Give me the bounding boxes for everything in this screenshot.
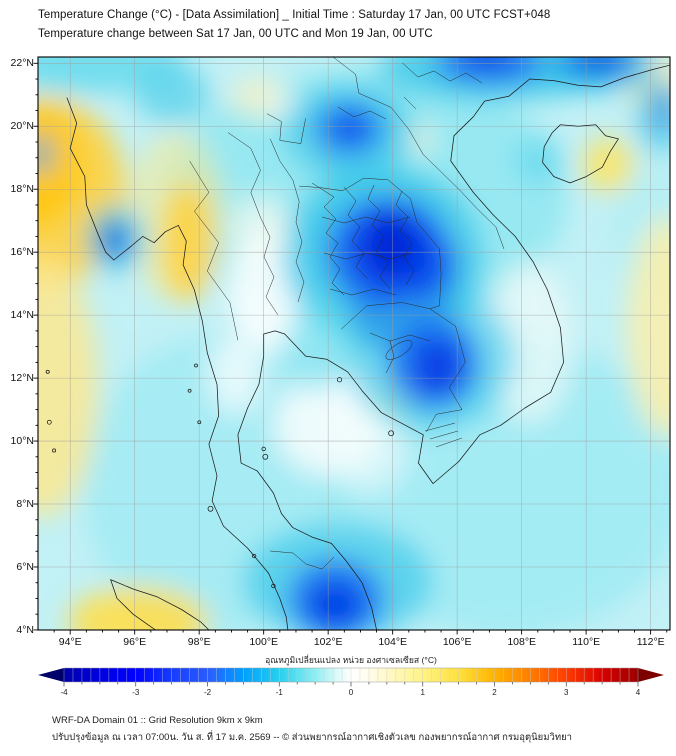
coastlines-and-borders (45, 57, 670, 630)
cb-tick-3: 3 (564, 688, 569, 697)
x-tick-112e: 112°E (636, 636, 665, 648)
coastline-hainan-island (542, 124, 619, 184)
footer-update-info: ปรับปรุงข้อมูล ณ เวลา 07:00น. วัน ส. ที่… (52, 732, 572, 743)
y-tick-12n: 12°N (10, 371, 34, 384)
coastline-gulf-vietnam-china (237, 64, 670, 630)
x-tick-106e: 106°E (442, 636, 472, 648)
temperature-field (38, 57, 670, 630)
colorbar-left-arrow (38, 668, 64, 682)
footer-model-info: WRF-DA Domain 01 :: Grid Resolution 9km … (52, 715, 263, 726)
cb-tick-2: 2 (492, 688, 497, 697)
y-tick-10n: 10°N (10, 434, 34, 447)
cb-tick-4: 4 (636, 688, 641, 697)
x-tick-110e: 110°E (572, 636, 601, 648)
x-tick-96e: 96°E (123, 636, 147, 648)
colorbar: อุณหภูมิเปลี่ยนแปลง หน่วย องศาเซลเซียส (… (0, 654, 676, 704)
x-tick-100e: 100°E (249, 636, 279, 648)
x-tick-98e: 98°E (187, 636, 211, 648)
coastline-west-myanmar-peninsula (66, 97, 289, 630)
cb-tick-1: 1 (421, 688, 426, 697)
page-title: Temperature Change (°C) - [Data Assimila… (38, 9, 551, 21)
small-islands (45, 363, 394, 589)
colorbar-right-arrow (638, 668, 664, 682)
border-thailand-malaysia (269, 550, 335, 570)
cb-tick--1: -1 (276, 688, 284, 697)
mekong-delta-channels (424, 422, 463, 448)
y-tick-6n: 6°N (16, 560, 34, 573)
x-tick-104e: 104°E (378, 636, 408, 648)
cb-tick--3: -3 (132, 688, 140, 697)
borders-central-thailand (260, 201, 305, 316)
border-myanmar-thailand (189, 160, 239, 341)
map-plot-area (28, 47, 676, 640)
plot-frame (37, 56, 671, 631)
page-subtitle: Temperature change between Sat 17 Jan, 0… (38, 28, 433, 40)
cb-tick--4: -4 (60, 688, 68, 697)
border-thailand-cambodia-vietnam (340, 302, 466, 432)
border-mekong-thai-laos (299, 177, 442, 306)
colorbar-label: อุณหภูมิเปลี่ยนแปลง หน่วย องศาเซลเซียส (… (265, 654, 437, 666)
y-tick-20n: 20°N (10, 119, 34, 132)
colorbar-ticks (63, 668, 639, 687)
map-canvas (33, 56, 671, 635)
x-tick-94e: 94°E (58, 636, 82, 648)
cb-tick--2: -2 (204, 688, 212, 697)
coastline-sumatra (110, 579, 210, 630)
y-tick-16n: 16°N (10, 245, 34, 258)
footer-credits: WRF-DA Domain 01 :: Grid Resolution 9km … (52, 712, 572, 746)
borders-cambodia-laos-internal (337, 96, 431, 374)
x-tick-102e: 102°E (313, 636, 343, 648)
border-laos-vietnam (332, 57, 505, 250)
y-tick-8n: 8°N (16, 497, 34, 510)
y-tick-18n: 18°N (10, 182, 34, 195)
y-tick-4n: 4°N (16, 623, 34, 636)
borders-isan-provinces (311, 182, 415, 296)
y-tick-14n: 14°N (10, 308, 34, 321)
borders-north-thailand (227, 113, 306, 218)
borders-north-vietnam-internal (402, 62, 483, 84)
x-tick-108e: 108°E (507, 636, 537, 648)
y-tick-22n: 22°N (10, 56, 34, 69)
cb-tick-0: 0 (349, 688, 354, 697)
tonle-sap-lake (385, 340, 413, 360)
